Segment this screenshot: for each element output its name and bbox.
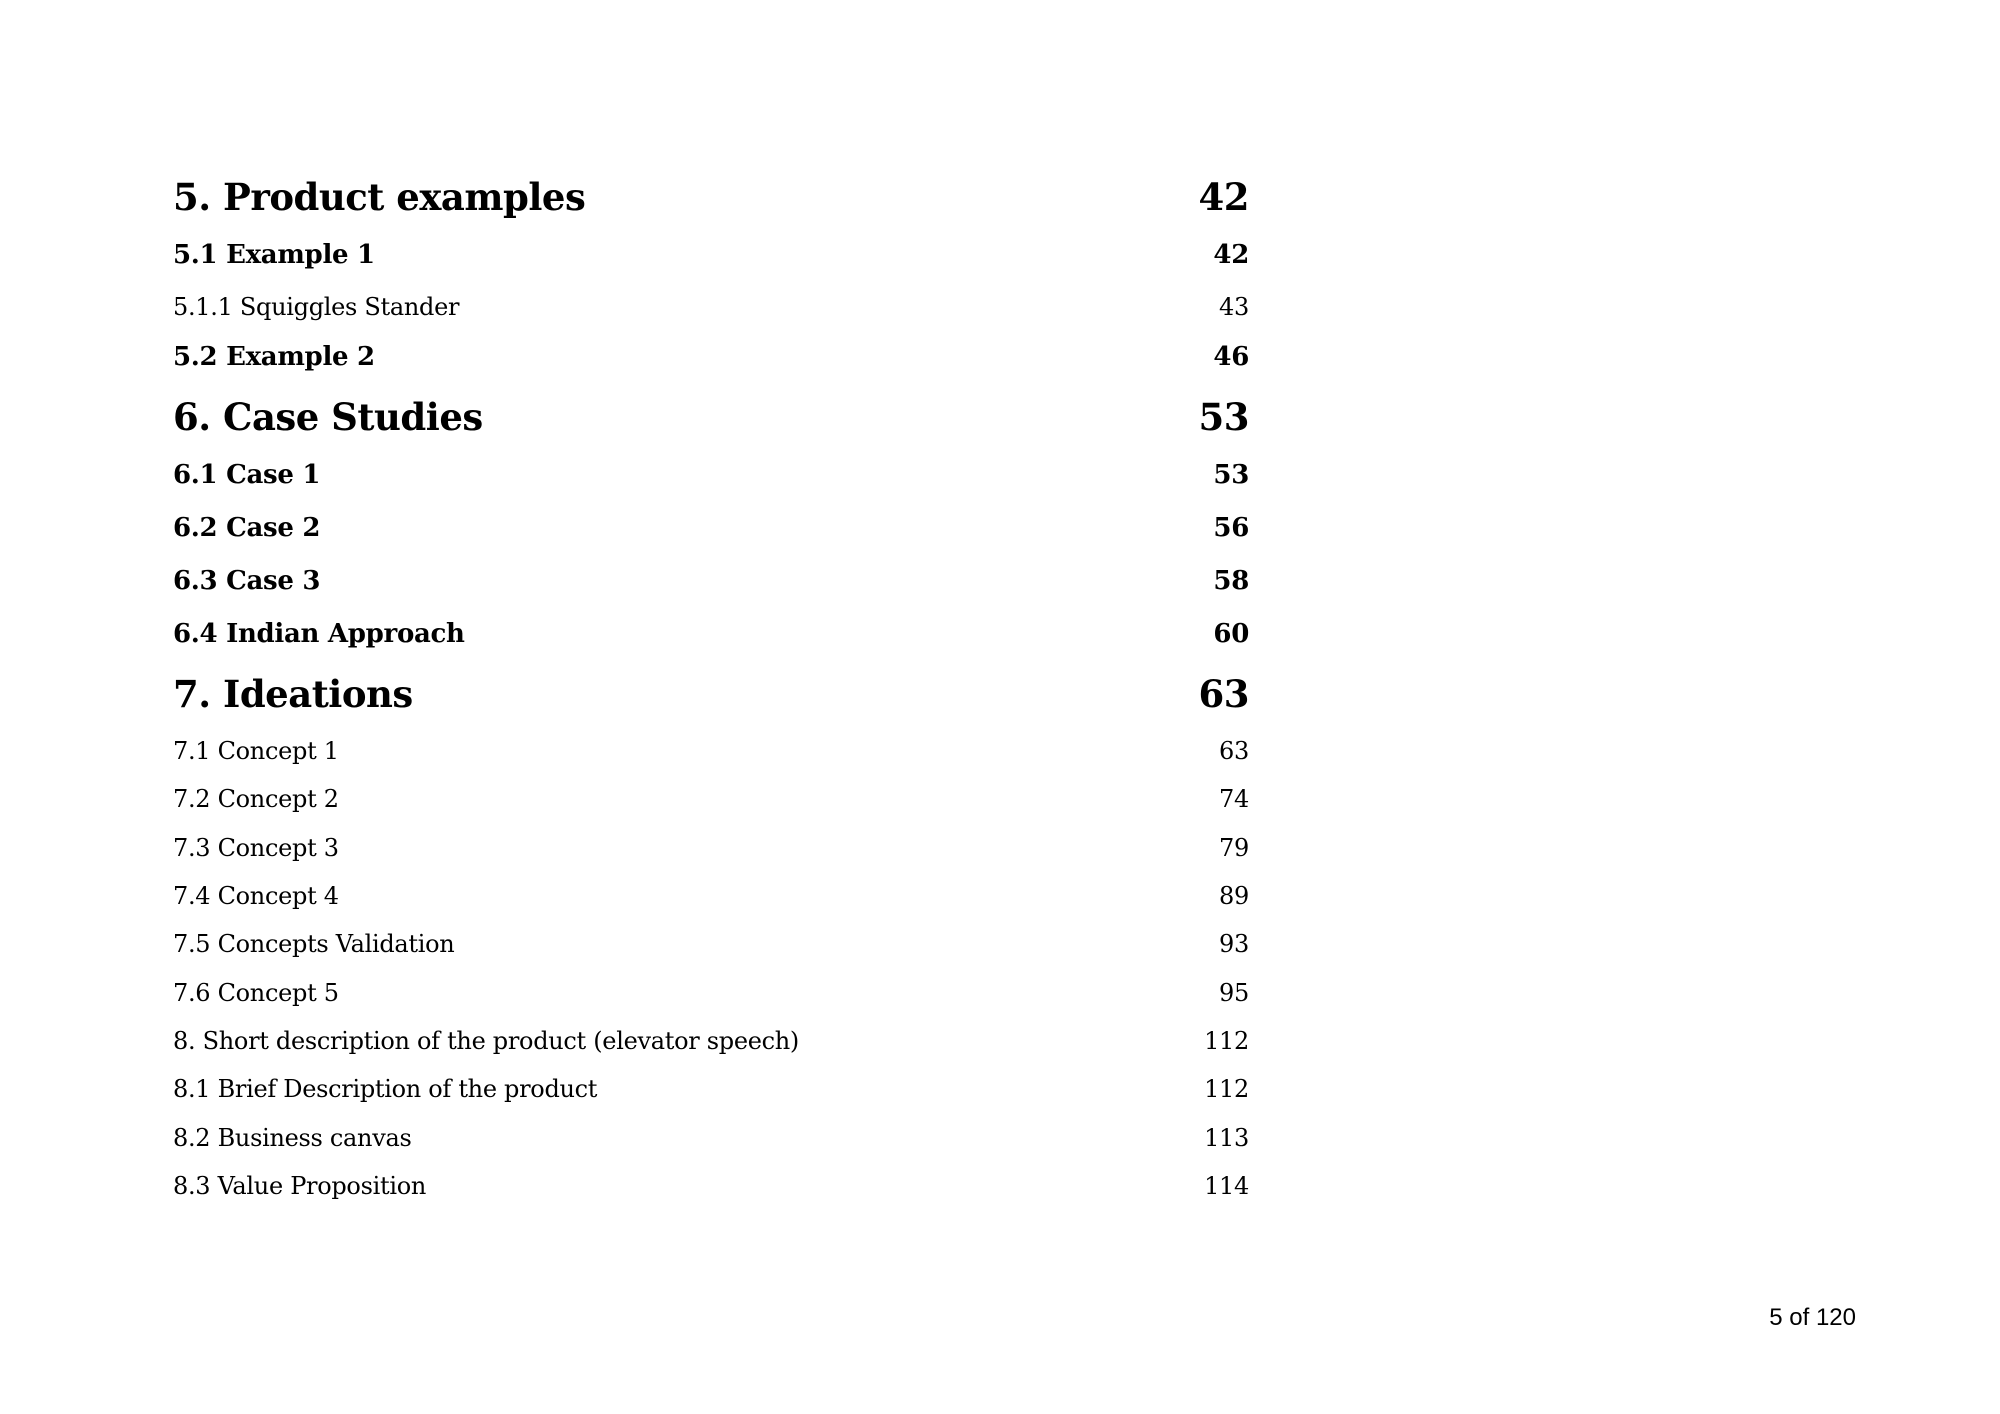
toc-entry-page: 112 bbox=[1204, 1027, 1249, 1055]
toc-entry-title: 6.4 Indian Approach bbox=[173, 619, 465, 649]
toc-entry-page: 60 bbox=[1213, 619, 1249, 649]
toc-entry-page: 42 bbox=[1198, 175, 1250, 219]
toc-entry[interactable]: 5.1.1 Squiggles Stander 43 bbox=[173, 290, 1249, 324]
toc-entry[interactable]: 6. Case Studies 53 bbox=[173, 392, 1249, 442]
toc-entry-title: 6.1 Case 1 bbox=[173, 460, 321, 490]
toc-entry[interactable]: 7.5 Concepts Validation 93 bbox=[173, 927, 1249, 961]
toc-entry-title: 8. Short description of the product (ele… bbox=[173, 1027, 799, 1055]
toc-entry[interactable]: 5.2 Example 2 46 bbox=[173, 339, 1249, 375]
toc-entry-page: 56 bbox=[1213, 513, 1249, 543]
toc-entry-title: 5. Product examples bbox=[173, 175, 586, 219]
toc-entry-title: 7.1 Concept 1 bbox=[173, 737, 339, 765]
toc-entry-page: 114 bbox=[1204, 1172, 1249, 1200]
toc-entry[interactable]: 7.1 Concept 1 63 bbox=[173, 734, 1249, 768]
toc-entry[interactable]: 6.3 Case 3 58 bbox=[173, 563, 1249, 599]
toc-entry-page: 113 bbox=[1204, 1124, 1249, 1152]
toc-entry-page: 93 bbox=[1219, 930, 1249, 958]
toc-entry[interactable]: 7.6 Concept 5 95 bbox=[173, 976, 1249, 1010]
toc-entry-title: 8.1 Brief Description of the product bbox=[173, 1075, 598, 1103]
toc-entry-title: 6. Case Studies bbox=[173, 395, 483, 439]
toc-entry[interactable]: 8.2 Business canvas 113 bbox=[173, 1121, 1249, 1155]
toc-entry[interactable]: 6.4 Indian Approach 60 bbox=[173, 616, 1249, 652]
toc-entry[interactable]: 6.2 Case 2 56 bbox=[173, 510, 1249, 546]
toc-entry-title: 7.2 Concept 2 bbox=[173, 785, 339, 813]
toc-entry[interactable]: 7. Ideations 63 bbox=[173, 669, 1249, 719]
toc-entry[interactable]: 6.1 Case 1 53 bbox=[173, 457, 1249, 493]
toc-entry-page: 95 bbox=[1219, 979, 1249, 1007]
toc-entry[interactable]: 7.4 Concept 4 89 bbox=[173, 879, 1249, 913]
toc-entry-page: 112 bbox=[1204, 1075, 1249, 1103]
toc-entry-title: 7.4 Concept 4 bbox=[173, 882, 339, 910]
toc-entry-page: 74 bbox=[1219, 785, 1249, 813]
toc-entry-title: 5.2 Example 2 bbox=[173, 342, 375, 372]
toc-entry-page: 53 bbox=[1198, 395, 1250, 439]
toc-entry[interactable]: 8. Short description of the product (ele… bbox=[173, 1024, 1249, 1058]
toc-entry[interactable]: 5.1 Example 1 42 bbox=[173, 237, 1249, 273]
toc-entry-title: 8.3 Value Proposition bbox=[173, 1172, 427, 1200]
toc-entry-page: 63 bbox=[1219, 737, 1249, 765]
toc-entry-title: 6.2 Case 2 bbox=[173, 513, 321, 543]
toc-entry-title: 6.3 Case 3 bbox=[173, 566, 321, 596]
toc-entry-page: 42 bbox=[1213, 240, 1249, 270]
toc-entry-title: 8.2 Business canvas bbox=[173, 1124, 412, 1152]
toc-entry-title: 7.6 Concept 5 bbox=[173, 979, 339, 1007]
toc-entry-title: 7. Ideations bbox=[173, 672, 413, 716]
toc-entry-title: 5.1.1 Squiggles Stander bbox=[173, 293, 460, 321]
toc-entry-page: 58 bbox=[1213, 566, 1249, 596]
toc-entry-page: 89 bbox=[1219, 882, 1249, 910]
toc-entry[interactable]: 7.2 Concept 2 74 bbox=[173, 782, 1249, 816]
toc-entry[interactable]: 7.3 Concept 3 79 bbox=[173, 831, 1249, 865]
toc-entry-title: 7.5 Concepts Validation bbox=[173, 930, 455, 958]
toc-entry[interactable]: 8.3 Value Proposition 114 bbox=[173, 1169, 1249, 1203]
toc-entry-page: 43 bbox=[1219, 293, 1249, 321]
toc-entry-page: 46 bbox=[1213, 342, 1249, 372]
toc-entry-page: 63 bbox=[1198, 672, 1250, 716]
toc-entry-page: 79 bbox=[1219, 834, 1249, 862]
toc-entry-title: 5.1 Example 1 bbox=[173, 240, 375, 270]
toc-entry-page: 53 bbox=[1213, 460, 1249, 490]
toc-entry[interactable]: 8.1 Brief Description of the product 112 bbox=[173, 1072, 1249, 1106]
toc-entry-title: 7.3 Concept 3 bbox=[173, 834, 339, 862]
page-indicator: 5 of 120 bbox=[1769, 1304, 1856, 1331]
toc-entry[interactable]: 5. Product examples 42 bbox=[173, 172, 1249, 222]
